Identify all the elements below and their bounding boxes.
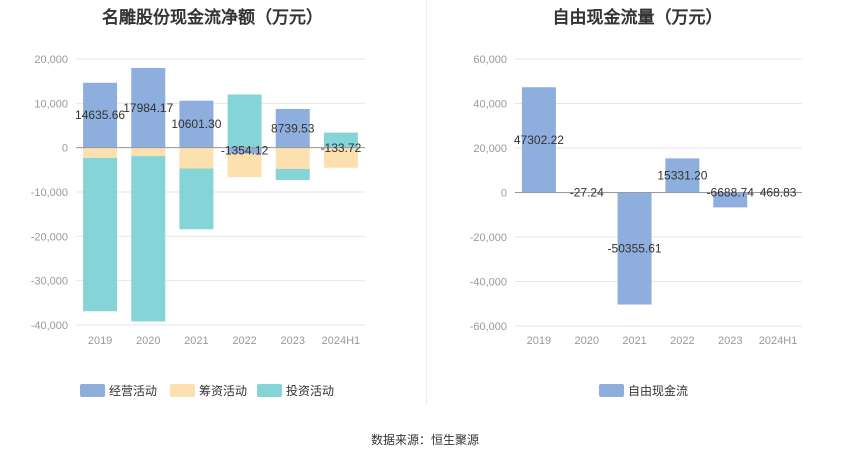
operating-bar (83, 82, 118, 148)
y-tick-label: 20,000 (34, 54, 68, 66)
y-tick-label: -20,000 (31, 231, 68, 243)
data-label: -6688.74 (707, 186, 755, 200)
x-tick-label: 2020 (136, 335, 160, 347)
investing-bar (179, 168, 214, 230)
legend-swatch (170, 384, 195, 397)
legend-swatch (599, 384, 624, 397)
operating-bar (131, 67, 166, 148)
operating-bar (227, 147, 262, 154)
data-label: 15331.20 (657, 168, 707, 182)
operating-bar (179, 100, 214, 148)
investing-bar (83, 157, 118, 312)
financing-bar (323, 148, 358, 168)
y-tick-label: 60,000 (473, 54, 507, 66)
right-chart-title: 自由现金流量（万元） (552, 8, 723, 27)
y-tick-label: 0 (501, 188, 507, 200)
free-cash-flow-bar (761, 191, 796, 193)
investing-bar (323, 132, 358, 148)
x-tick-label: 2021 (184, 335, 208, 347)
data-label: 14635.66 (75, 108, 125, 122)
x-tick-label: 2022 (232, 335, 256, 347)
y-tick-label: 0 (62, 143, 68, 155)
y-tick-label: -10,000 (31, 187, 68, 199)
y-tick-label: -40,000 (470, 277, 507, 289)
data-source: 数据来源：恒生聚源 (370, 433, 479, 447)
data-label: -27.24 (570, 186, 604, 200)
financing-bar (131, 147, 166, 157)
free-cash-flow-bar (665, 158, 700, 193)
free-cash-flow-bar (713, 192, 748, 208)
financing-bar (179, 147, 214, 169)
data-label: -50355.61 (608, 242, 662, 256)
legend-label: 经营活动 (109, 384, 157, 398)
x-tick-label: 2023 (281, 335, 305, 347)
data-label: 10601.30 (171, 117, 221, 131)
x-tick-label: 2019 (88, 335, 112, 347)
financing-bar (227, 153, 262, 178)
investing-bar (275, 168, 310, 181)
y-tick-label: -30,000 (31, 276, 68, 288)
x-tick-label: 2023 (718, 335, 742, 347)
legend-label: 筹资活动 (199, 384, 247, 398)
financing-bar (83, 147, 118, 158)
data-label: -1354.12 (221, 144, 269, 158)
x-tick-label: 2021 (622, 335, 646, 347)
data-label: 47302.22 (514, 133, 564, 147)
x-tick-label: 2019 (527, 335, 551, 347)
investing-bar (131, 156, 166, 322)
y-tick-label: 20,000 (473, 143, 507, 155)
y-tick-label: 40,000 (473, 99, 507, 111)
free-cash-flow-bar (617, 192, 652, 305)
legend-label: 投资活动 (286, 383, 334, 398)
legend-swatch (80, 384, 105, 397)
free-cash-flow-chart: 60,000 40,000 20,000 0 -20,000 -40,000 -60,000… (470, 54, 802, 398)
free-cash-flow-bar (521, 87, 556, 193)
investing-bar (227, 94, 262, 148)
chart-divider (426, 0, 427, 405)
x-tick-label: 2022 (670, 335, 694, 347)
data-label: 17984.17 (123, 101, 173, 115)
data-label: 468.83 (760, 186, 797, 200)
y-tick-label: -40,000 (31, 320, 68, 332)
y-tick-label: -60,000 (470, 321, 507, 333)
x-tick-label: 2024H1 (759, 335, 798, 347)
data-label: -133.72 (321, 141, 362, 155)
left-chart-title: 名雕股份现金流净额（万元） (102, 8, 323, 27)
legend-swatch (257, 384, 282, 397)
x-tick-label: 2024H1 (322, 335, 361, 347)
cash-flow-net-chart: 20,000 10,000 0 -10,000 -20,000 -30,000 -40,00… (31, 54, 365, 398)
legend-label: 自由现金流 (628, 383, 688, 398)
y-tick-label: -20,000 (470, 232, 507, 244)
y-tick-label: 10,000 (34, 98, 68, 110)
financing-bar (275, 147, 310, 169)
operating-bar (275, 108, 310, 148)
data-label: 8739.53 (271, 121, 315, 135)
x-tick-label: 2020 (575, 335, 599, 347)
